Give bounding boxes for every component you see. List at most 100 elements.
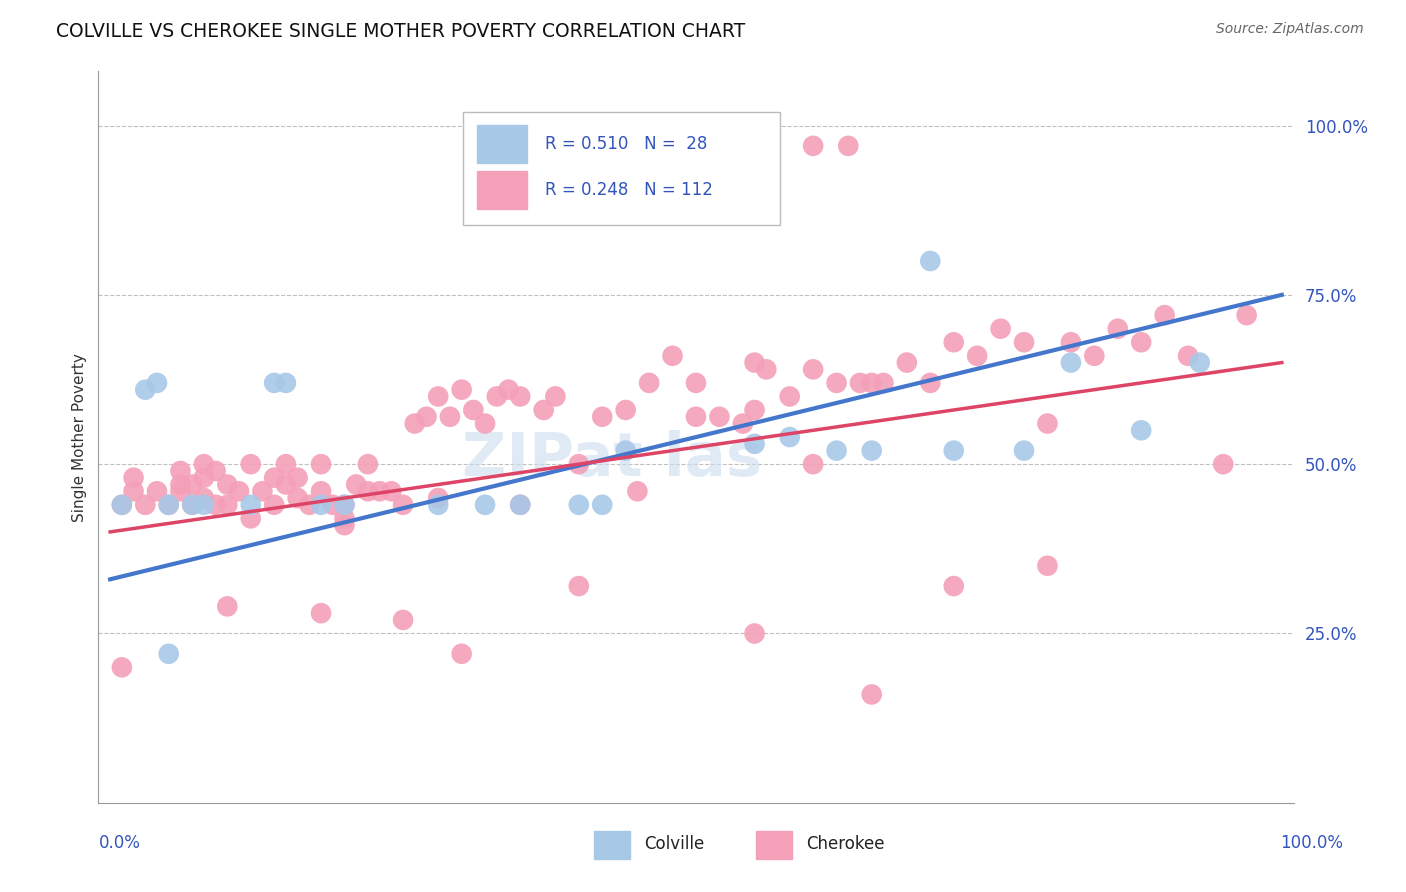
Point	[801, 457, 824, 471]
Point	[146, 484, 169, 499]
Point	[274, 477, 297, 491]
Point	[849, 376, 872, 390]
Point	[1012, 335, 1035, 350]
Point	[298, 498, 321, 512]
Point	[146, 376, 169, 390]
Point	[157, 498, 180, 512]
Point	[1153, 308, 1175, 322]
Point	[450, 647, 472, 661]
Point	[181, 498, 204, 512]
Point	[333, 498, 356, 512]
Point	[498, 383, 520, 397]
Point	[1177, 349, 1199, 363]
Point	[825, 443, 848, 458]
Point	[415, 409, 437, 424]
Point	[744, 626, 766, 640]
Point	[685, 409, 707, 424]
Point	[169, 464, 191, 478]
Text: ZIPat las: ZIPat las	[463, 430, 762, 489]
Point	[485, 389, 508, 403]
Point	[591, 409, 613, 424]
Point	[274, 376, 297, 390]
Point	[309, 606, 332, 620]
Point	[638, 376, 661, 390]
Point	[239, 457, 262, 471]
Point	[392, 498, 415, 512]
Point	[568, 457, 591, 471]
Text: R = 0.248   N = 112: R = 0.248 N = 112	[546, 181, 713, 199]
Point	[860, 376, 883, 390]
Point	[357, 484, 380, 499]
Point	[837, 139, 859, 153]
Point	[744, 403, 766, 417]
Point	[134, 498, 156, 512]
Point	[204, 498, 226, 512]
Point	[357, 457, 380, 471]
Point	[333, 511, 356, 525]
Point	[204, 464, 226, 478]
Point	[1130, 335, 1153, 350]
Point	[1212, 457, 1234, 471]
Point	[380, 484, 402, 499]
Point	[568, 579, 591, 593]
Point	[744, 355, 766, 369]
Point	[755, 362, 778, 376]
Point	[860, 443, 883, 458]
Point	[287, 491, 309, 505]
Point	[990, 322, 1012, 336]
Point	[568, 498, 591, 512]
Point	[591, 498, 613, 512]
Point	[404, 417, 426, 431]
Point	[252, 484, 274, 499]
Point	[463, 403, 485, 417]
Point	[157, 498, 180, 512]
Point	[333, 518, 356, 533]
Point	[217, 498, 239, 512]
Point	[193, 498, 215, 512]
Point	[122, 471, 145, 485]
FancyBboxPatch shape	[756, 831, 792, 859]
Point	[509, 389, 531, 403]
Point	[920, 254, 942, 268]
Point	[368, 484, 391, 499]
Point	[263, 471, 285, 485]
Text: Colville: Colville	[644, 835, 704, 854]
Point	[427, 389, 450, 403]
Text: 100.0%: 100.0%	[1279, 834, 1343, 852]
Point	[614, 443, 637, 458]
Text: 0.0%: 0.0%	[98, 834, 141, 852]
Point	[392, 613, 415, 627]
Point	[966, 349, 988, 363]
Point	[731, 417, 754, 431]
Point	[263, 376, 285, 390]
Point	[1236, 308, 1258, 322]
Point	[661, 349, 683, 363]
Point	[779, 430, 801, 444]
Point	[709, 409, 731, 424]
Point	[309, 484, 332, 499]
Point	[474, 498, 496, 512]
Point	[309, 498, 332, 512]
Point	[801, 362, 824, 376]
Point	[450, 383, 472, 397]
Point	[157, 647, 180, 661]
Point	[720, 139, 742, 153]
Point	[825, 376, 848, 390]
FancyBboxPatch shape	[477, 125, 527, 163]
Point	[685, 139, 707, 153]
Point	[685, 376, 707, 390]
Point	[322, 498, 344, 512]
Point	[614, 403, 637, 417]
Point	[509, 498, 531, 512]
Point	[134, 383, 156, 397]
Point	[1083, 349, 1105, 363]
Point	[439, 409, 461, 424]
Point	[474, 417, 496, 431]
Point	[181, 498, 204, 512]
Point	[1036, 417, 1059, 431]
Point	[169, 484, 191, 499]
Point	[896, 355, 918, 369]
FancyBboxPatch shape	[595, 831, 630, 859]
Point	[1188, 355, 1211, 369]
Point	[1060, 355, 1083, 369]
